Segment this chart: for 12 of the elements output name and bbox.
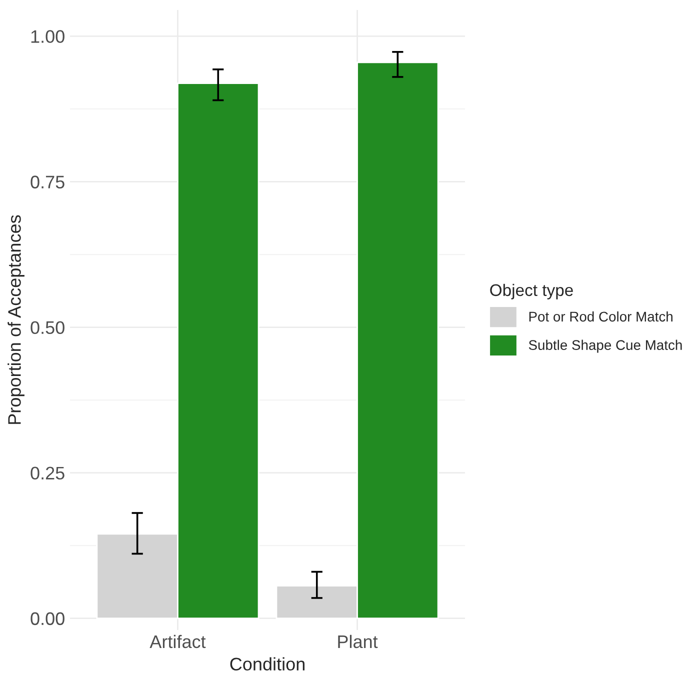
legend-title: Object type [490, 284, 573, 300]
x-tick-label: Plant [338, 634, 378, 648]
y-tick-label: 0.75 [30, 176, 64, 188]
legend-label: Pot or Rod Color Match [529, 311, 672, 322]
legend-label: Subtle Shape Cue Match [528, 340, 682, 353]
x-tick-label: Artifact [150, 634, 206, 648]
y-tick-label: 0.25 [30, 466, 64, 480]
y-axis-title: Proportion of Acceptances [8, 215, 24, 424]
y-tick-label: 0.50 [30, 321, 64, 334]
x-axis-title: Condition [230, 657, 304, 671]
y-tick-label: 1.00 [31, 30, 64, 43]
y-tick-label: 0.00 [30, 612, 64, 626]
